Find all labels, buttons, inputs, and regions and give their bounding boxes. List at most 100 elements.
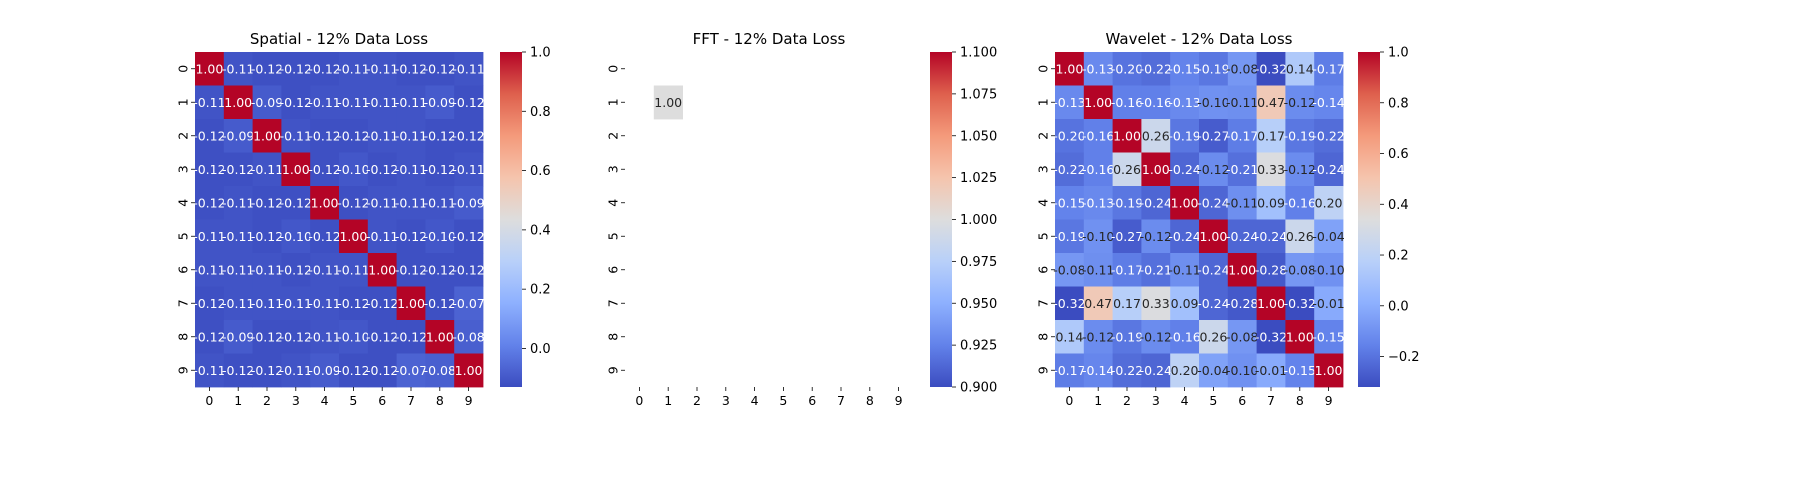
cell-label: 0.20 (1171, 363, 1199, 378)
cell-label: -0.12 (395, 229, 427, 244)
heatmap-cell (195, 353, 225, 388)
cell-label: -0.13 (1082, 195, 1114, 210)
heatmap-cell (310, 85, 340, 120)
heatmap-cell (223, 119, 253, 153)
colorbar (500, 52, 522, 387)
cell-label: -0.15 (1312, 329, 1344, 344)
heatmap-cell (252, 353, 282, 388)
x-tick-label: 2 (263, 393, 271, 408)
heatmap-cell (454, 253, 484, 287)
heatmap-cell (367, 286, 397, 321)
x-tick-label: 0 (205, 393, 213, 408)
cell-label: -0.12 (1284, 162, 1316, 177)
x-tick-label: 4 (321, 393, 329, 408)
cell-label: -0.08 (1226, 61, 1258, 76)
y-tick-label: 6 (1035, 266, 1050, 274)
colorbar-tick-label: 0.6 (1388, 147, 1409, 162)
y-tick-label: 3 (1035, 165, 1050, 173)
cell-label: -0.13 (1082, 61, 1114, 76)
heatmap-cell (1083, 119, 1113, 153)
heatmap-cell (1141, 186, 1171, 220)
heatmap-cell (1083, 52, 1113, 86)
cell-label: -0.12 (452, 262, 484, 277)
y-tick-label: 5 (1035, 232, 1050, 240)
cell-label: -0.11 (452, 61, 484, 76)
cell-label: -0.12 (193, 329, 225, 344)
y-tick-label: 8 (1035, 333, 1050, 341)
heatmap-cell (223, 286, 253, 321)
heatmap-cell (252, 52, 282, 86)
cell-label: -0.12 (452, 229, 484, 244)
cell-label: -0.22 (1140, 61, 1172, 76)
x-tick-label: 3 (722, 393, 730, 408)
heatmap-cell (195, 152, 225, 187)
cell-label: 1.00 (426, 329, 454, 344)
x-tick-label: 2 (1123, 393, 1131, 408)
cell-label: -0.12 (395, 329, 427, 344)
heatmap-cell (1285, 320, 1315, 354)
heatmap-cell (252, 286, 282, 321)
x-tick-label: 7 (407, 393, 415, 408)
heatmap-cell (195, 52, 225, 86)
x-tick-label: 7 (837, 393, 845, 408)
cell-label: -0.13 (1053, 95, 1085, 110)
cell-label: -0.22 (1111, 363, 1143, 378)
cell-label: -0.12 (366, 363, 398, 378)
cell-label: 1.00 (1228, 262, 1256, 277)
heatmap-cell (1112, 85, 1142, 120)
cell-label: -0.16 (1140, 95, 1172, 110)
cell-label: -0.11 (366, 128, 398, 143)
cell-label: -0.12 (395, 61, 427, 76)
cell-label: -0.10 (1197, 95, 1229, 110)
heatmap-cell (339, 85, 369, 120)
heatmap-cell (367, 353, 397, 388)
cell-label: -0.24 (1312, 162, 1344, 177)
y-tick-label: 8 (175, 333, 190, 341)
heatmap-cell (1256, 320, 1286, 354)
cell-label: -0.20 (1111, 61, 1143, 76)
cell-label: -0.24 (1140, 363, 1172, 378)
heatmap-cell (281, 253, 311, 287)
cell-label: 1.00 (1113, 128, 1141, 143)
cell-label: -0.12 (193, 128, 225, 143)
cell-label: -0.12 (337, 296, 369, 311)
heatmap-cell (281, 286, 311, 321)
cell-label: -0.32 (1255, 329, 1287, 344)
y-tick-label: 3 (605, 165, 620, 173)
y-tick-label: 3 (175, 165, 190, 173)
heatmap-cell (1314, 253, 1344, 287)
y-tick-label: 9 (1035, 366, 1050, 374)
cell-label: 1.00 (1142, 162, 1170, 177)
cell-label: -0.12 (251, 195, 283, 210)
heatmap-cell (1112, 320, 1142, 354)
heatmap-cell (1141, 253, 1171, 287)
heatmap-cell (310, 152, 340, 187)
y-tick-label: 4 (605, 199, 620, 207)
cell-label: 0.17 (1113, 296, 1141, 311)
heatmap-cell (1112, 119, 1142, 153)
cell-label: -0.11 (308, 296, 340, 311)
cell-label: 0.26 (1142, 128, 1170, 143)
cell-label: -0.11 (280, 296, 312, 311)
heatmap-cell (310, 253, 340, 287)
cell-label: -0.32 (1255, 61, 1287, 76)
heatmap-cell (1314, 286, 1344, 321)
x-tick-label: 8 (866, 393, 874, 408)
heatmap-cell (653, 85, 683, 120)
heatmap-cell (1083, 85, 1113, 120)
heatmap-cell (223, 219, 253, 254)
heatmap-cell (367, 152, 397, 187)
heatmap-cell (1083, 186, 1113, 220)
colorbar-tick-label: 1.050 (960, 129, 997, 144)
heatmap-cell (223, 353, 253, 388)
cell-label: -0.11 (193, 363, 225, 378)
cell-label: -0.12 (193, 195, 225, 210)
heatmap-cell (396, 286, 426, 321)
cell-label: -0.08 (1226, 329, 1258, 344)
cell-label: -0.10 (337, 162, 369, 177)
heatmap-cell (1112, 186, 1142, 220)
heatmap-cell (1112, 353, 1142, 388)
heatmap-cell (1083, 353, 1113, 388)
heatmap-cell (1227, 85, 1257, 120)
cell-label: -0.12 (424, 262, 456, 277)
